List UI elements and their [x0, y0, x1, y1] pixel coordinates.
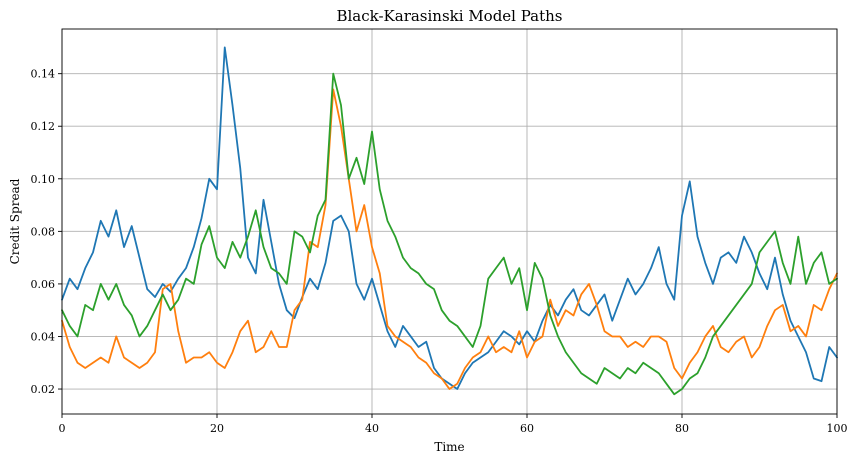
series-line-3 — [61, 72, 838, 396]
y-tick-label: 0.12 — [31, 120, 56, 133]
y-tick-label: 0.14 — [31, 68, 56, 81]
x-tick-label: 80 — [675, 422, 689, 435]
x-tick-label: 40 — [365, 422, 379, 435]
x-tick-label: 100 — [827, 422, 848, 435]
y-tick-label: 0.06 — [31, 278, 56, 291]
x-axis: 0 20 40 60 80 100 — [59, 414, 848, 435]
series-layer — [61, 46, 838, 396]
y-tick-label: 0.02 — [31, 383, 56, 396]
series-line-1 — [61, 46, 838, 390]
x-tick-label: 20 — [210, 422, 224, 435]
y-tick-label: 0.10 — [31, 173, 56, 186]
y-axis-label: Credit Spread — [8, 178, 22, 264]
x-tick-label: 60 — [520, 422, 534, 435]
y-axis: 0.02 0.04 0.06 0.08 0.10 0.12 0.14 — [31, 68, 62, 396]
y-tick-label: 0.08 — [31, 225, 56, 238]
x-axis-label: Time — [434, 440, 464, 454]
x-tick-label: 0 — [59, 422, 66, 435]
series-line-2 — [61, 88, 838, 390]
y-tick-label: 0.04 — [31, 330, 56, 343]
chart-title: Black-Karasinski Model Paths — [336, 7, 562, 25]
plot-frame — [61, 28, 838, 415]
